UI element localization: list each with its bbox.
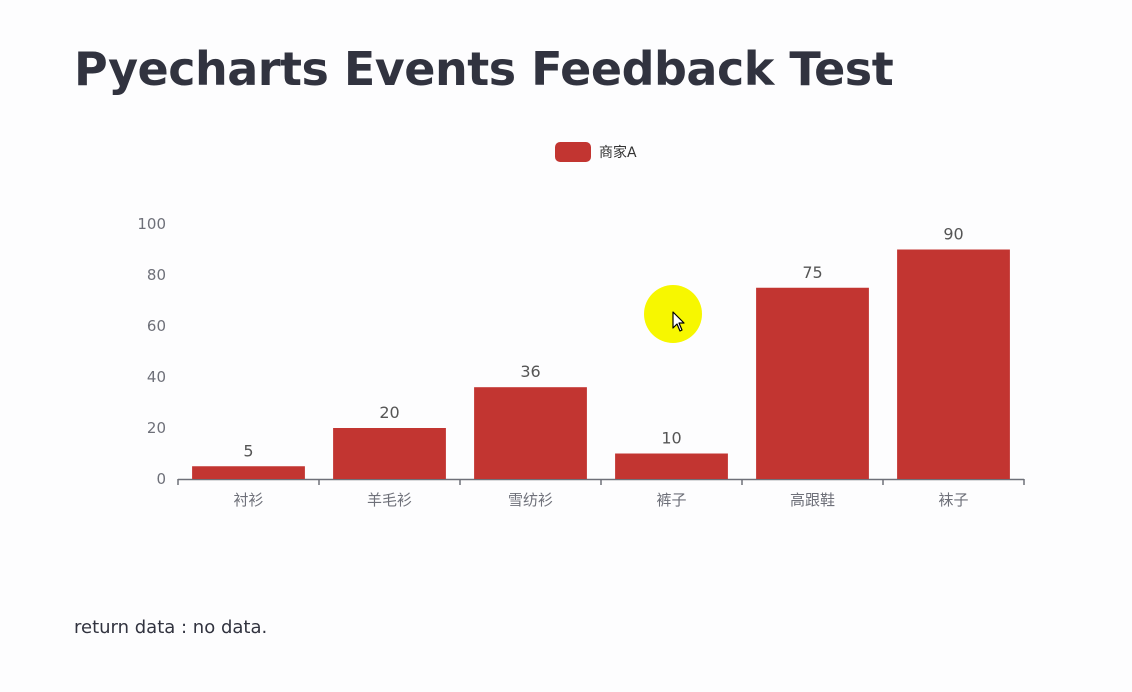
- bar[interactable]: [474, 387, 587, 479]
- value-labels: 5 20 36 10 75 90: [243, 225, 963, 461]
- x-tick-label: 雪纺衫: [508, 491, 553, 509]
- bar-chart[interactable]: 商家A 0 20 40 60 80 100 衬衫 羊毛衫 雪纺衫 裤子 高跟鞋 袜子 5 20 36 10…: [0, 120, 1132, 540]
- page-title: Pyecharts Events Feedback Test: [74, 42, 894, 96]
- return-data-text: return data : no data.: [74, 617, 268, 638]
- y-tick-label: 20: [147, 419, 166, 437]
- legend-swatch[interactable]: [555, 142, 591, 162]
- bar-value-label: 36: [520, 362, 540, 381]
- bar[interactable]: [615, 453, 728, 480]
- y-tick-label: 40: [147, 368, 166, 386]
- x-tick-label: 衬衫: [233, 491, 263, 509]
- y-tick-label: 100: [137, 215, 166, 233]
- bar[interactable]: [333, 428, 446, 479]
- x-axis: 衬衫 羊毛衫 雪纺衫 裤子 高跟鞋 袜子: [177, 478, 1025, 509]
- bar-value-label: 90: [943, 225, 963, 244]
- bar[interactable]: [897, 249, 1010, 480]
- y-axis: 0 20 40 60 80 100: [137, 215, 166, 488]
- y-tick-label: 80: [147, 266, 166, 284]
- bar-value-label: 5: [243, 441, 253, 460]
- bar-value-label: 75: [802, 263, 822, 282]
- y-tick-label: 60: [147, 317, 166, 335]
- bar-value-label: 10: [661, 429, 681, 448]
- bar[interactable]: [192, 466, 305, 479]
- bar-value-label: 20: [379, 403, 399, 422]
- y-tick-label: 0: [156, 470, 166, 488]
- legend-label[interactable]: 商家A: [599, 144, 637, 161]
- x-tick-label: 袜子: [938, 491, 968, 509]
- bar-series[interactable]: [192, 249, 1010, 480]
- chart-legend[interactable]: 商家A: [555, 142, 637, 162]
- bar[interactable]: [756, 287, 869, 479]
- x-tick-label: 裤子: [656, 491, 686, 509]
- mouse-cursor-icon: [672, 311, 685, 332]
- x-tick-label: 高跟鞋: [790, 491, 835, 509]
- x-tick-label: 羊毛衫: [367, 491, 412, 509]
